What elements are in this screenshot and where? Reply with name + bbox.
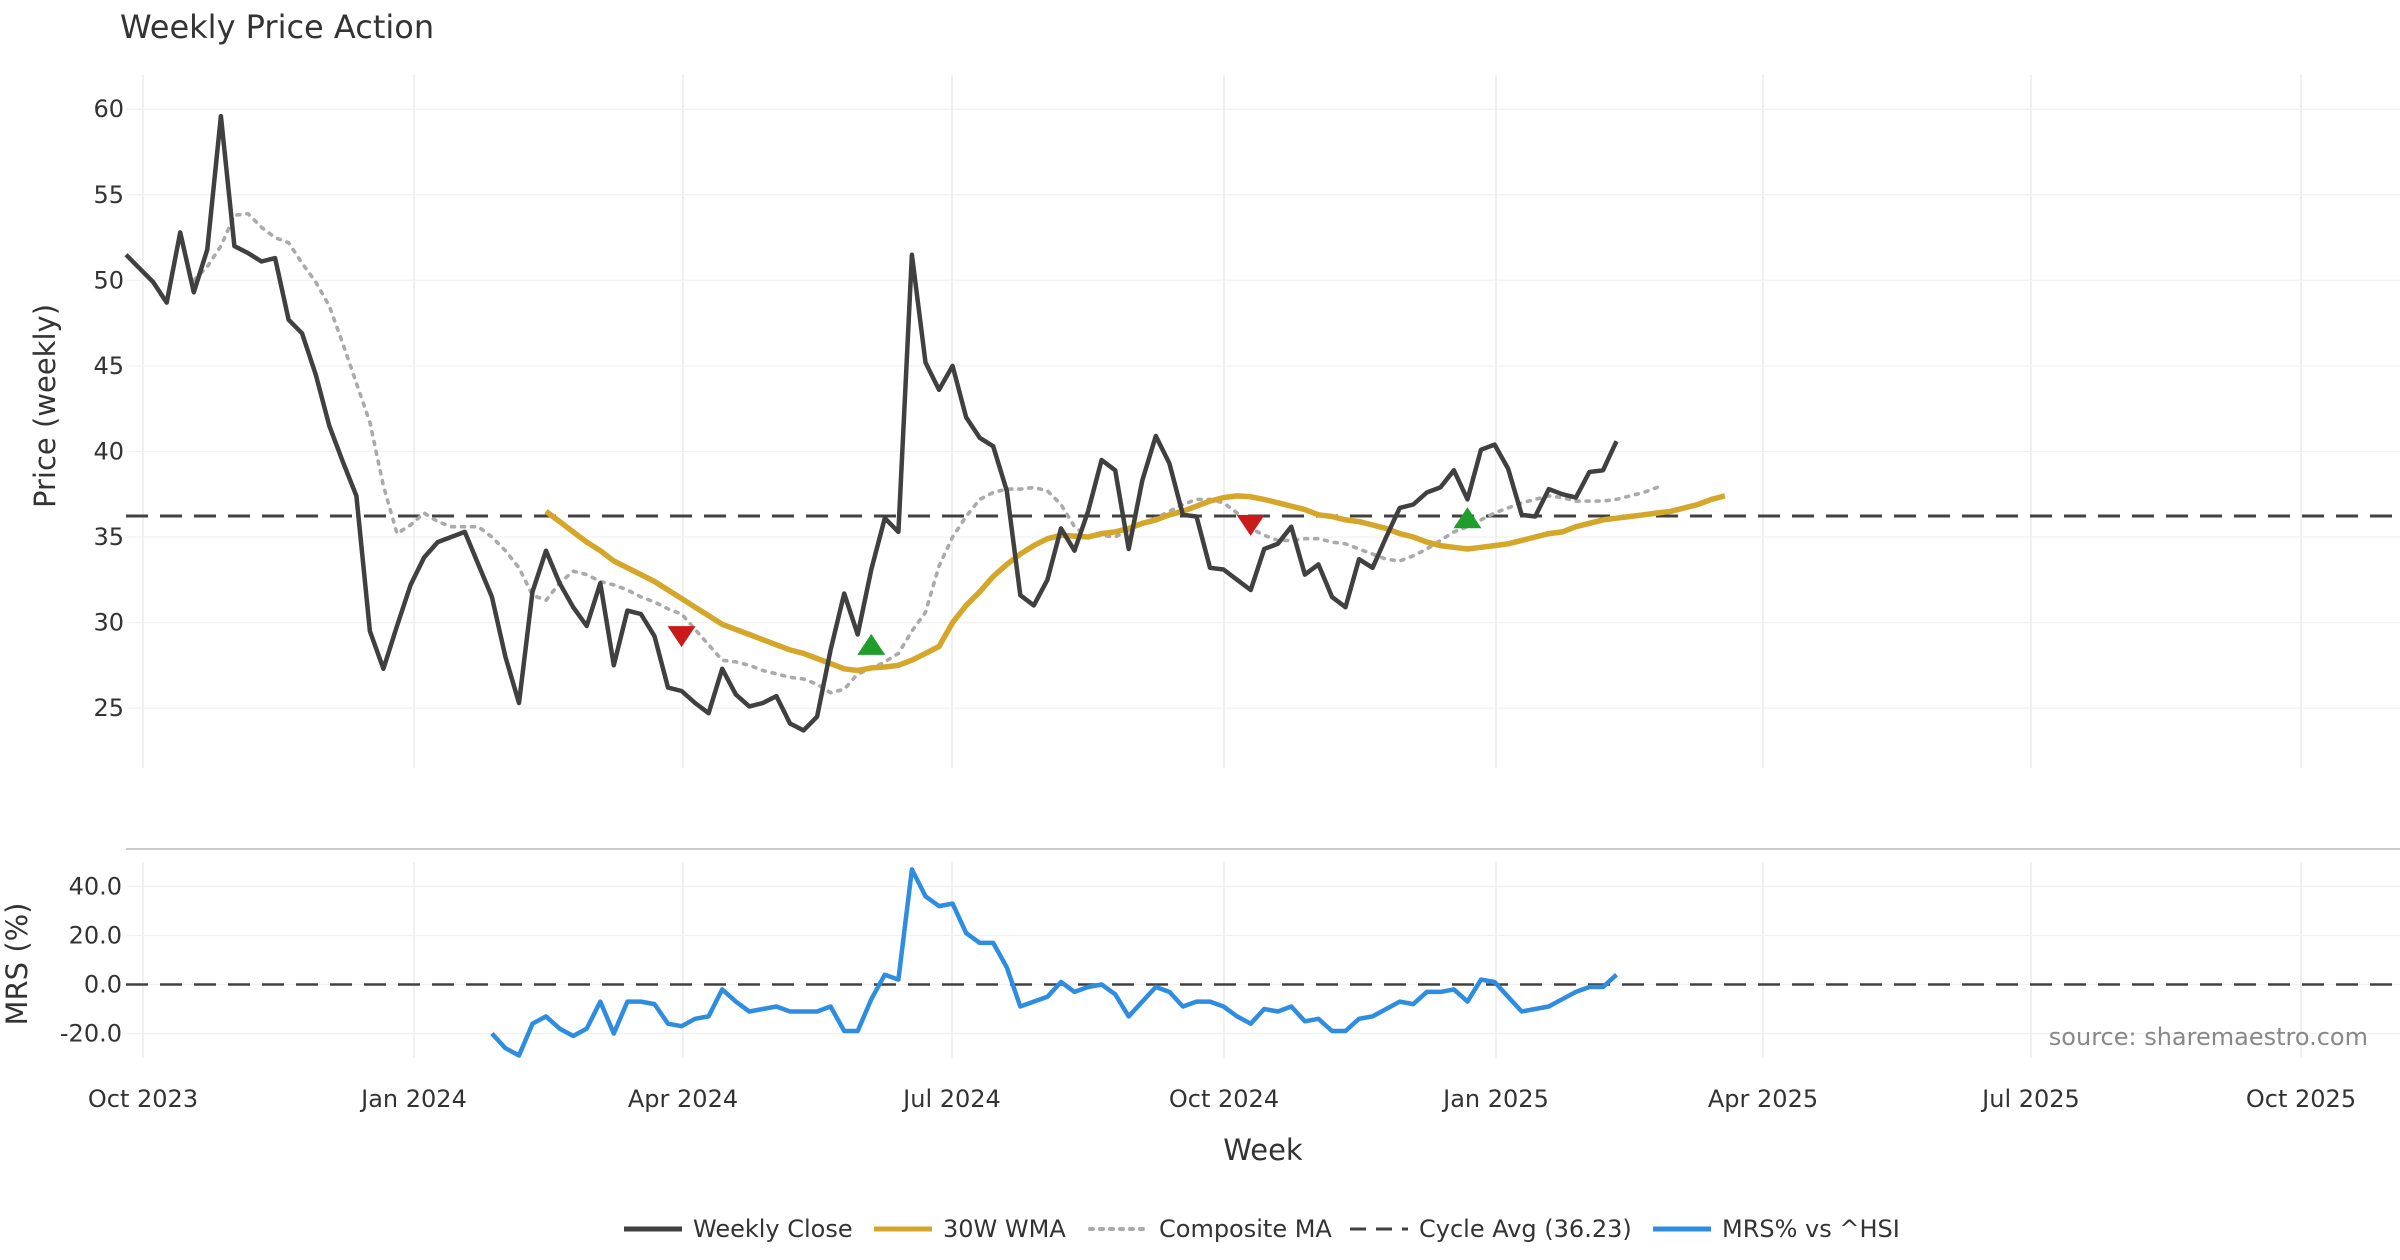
- price-y-axis-label: Price (weekly): [28, 304, 62, 508]
- mrs-y-tick-label: 40.0: [69, 873, 122, 901]
- price-y-tick-label: 60: [93, 95, 124, 123]
- x-axis-label: Week: [1223, 1133, 1303, 1167]
- price-y-tick-label: 55: [93, 181, 124, 209]
- x-tick-label: Jan 2025: [1441, 1085, 1549, 1113]
- buy-signal-marker: [1453, 507, 1482, 529]
- weekly-close-series: [124, 113, 1619, 733]
- x-tick-label: Oct 2025: [2246, 1085, 2356, 1113]
- chart-title: Weekly Price Action: [120, 8, 434, 46]
- vertical-gridlines: [142, 75, 2302, 1058]
- price-y-tick-label: 30: [93, 609, 124, 637]
- price-y-tick-label: 45: [93, 352, 124, 380]
- legend-label: Cycle Avg (36.23): [1419, 1215, 1632, 1243]
- mrs-y-axis-label: MRS (%): [0, 903, 34, 1026]
- signal-markers: [667, 507, 1482, 655]
- price-horizontal-gridlines: [126, 108, 2400, 709]
- mrs-y-tick-label: 20.0: [69, 922, 122, 950]
- mrs-y-tick-label: 0.0: [84, 971, 122, 999]
- legend-label: 30W WMA: [943, 1215, 1066, 1243]
- x-tick-label: Jul 2024: [901, 1085, 1001, 1113]
- legend-label: Composite MA: [1159, 1215, 1332, 1243]
- x-tick-labels: Oct 2023 Jan 2024 Apr 2024 Jul 2024 Oct 2024…: [88, 1085, 2356, 1113]
- sell-signal-marker: [667, 626, 696, 648]
- mrs-y-tick-label: -20.0: [60, 1020, 122, 1048]
- price-y-tick-label: 25: [93, 694, 124, 722]
- x-tick-label: Jan 2024: [359, 1085, 467, 1113]
- buy-signal-marker: [857, 633, 886, 655]
- x-tick-label: Jul 2025: [1980, 1085, 2080, 1113]
- x-tick-label: Oct 2023: [88, 1085, 198, 1113]
- price-y-tick-label: 50: [93, 266, 124, 294]
- price-y-tick-labels: 25 30 35 40 45 50 55 60: [93, 95, 124, 722]
- legend: Weekly Close 30W WMA Composite MA Cycle Avg…: [624, 1215, 1900, 1243]
- source-note: source: sharemaestro.com: [2049, 1023, 2368, 1051]
- sell-signal-marker: [1236, 514, 1265, 536]
- x-tick-label: Oct 2024: [1169, 1085, 1279, 1113]
- price-y-tick-label: 40: [93, 437, 124, 465]
- legend-label: Weekly Close: [693, 1215, 853, 1243]
- x-tick-label: Apr 2025: [1708, 1085, 1818, 1113]
- legend-label: MRS% vs ^HSI: [1722, 1215, 1900, 1243]
- price-y-tick-label: 35: [93, 523, 124, 551]
- x-tick-label: Apr 2024: [628, 1085, 738, 1113]
- mrs-series: [490, 867, 1619, 1058]
- mrs-y-tick-labels: 40.0 20.0 0.0 -20.0: [60, 873, 122, 1048]
- composite-ma-series: [192, 211, 1659, 695]
